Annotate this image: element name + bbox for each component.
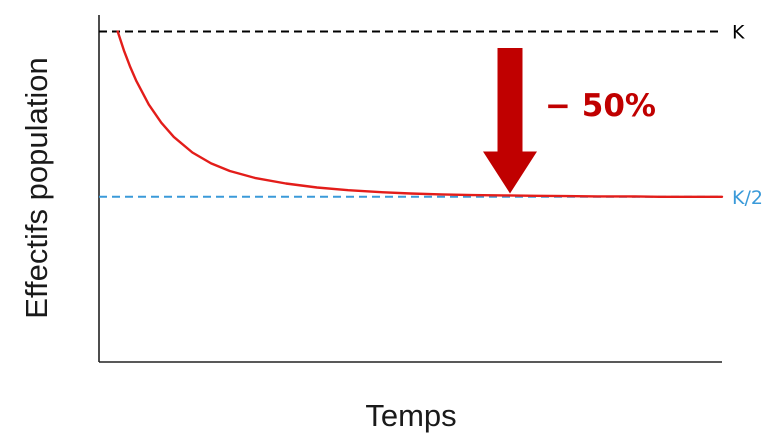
- reference-lines: K K/2: [99, 22, 763, 209]
- series-line-0: [116, 30, 724, 198]
- x-axis-title: Temps: [365, 398, 456, 433]
- series-group: [116, 30, 724, 198]
- annotation-group: − 50%: [483, 48, 656, 194]
- plot-area: K K/2 − 50%: [98, 15, 763, 363]
- reference-label-1: K/2: [732, 187, 763, 209]
- y-axis-title: Effectifs population: [19, 57, 54, 318]
- reference-label-0: K: [732, 22, 745, 44]
- decrease-arrow: [483, 48, 537, 194]
- change-label: − 50%: [545, 88, 656, 124]
